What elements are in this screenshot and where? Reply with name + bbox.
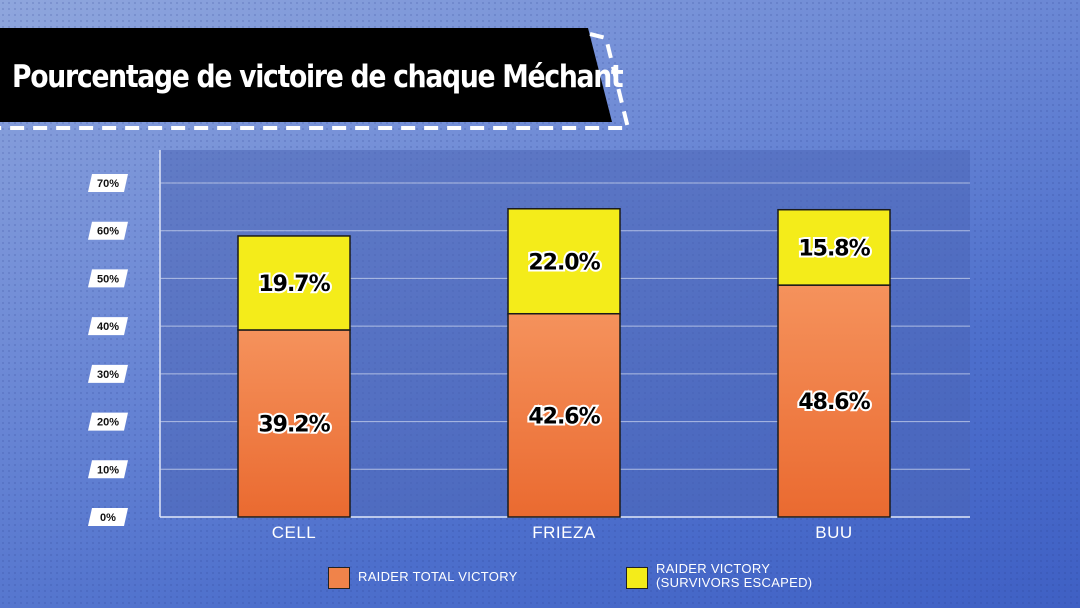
data-label: 15.8% xyxy=(798,236,870,261)
y-tick-badge xyxy=(88,174,128,192)
legend-swatch-total-victory xyxy=(328,567,350,589)
legend-item-survivors-escaped: RAIDER VICTORY (SURVIVORS ESCAPED) xyxy=(626,562,812,590)
y-tick-label: 60% xyxy=(97,226,119,238)
data-label: 39.2% xyxy=(258,412,330,437)
y-tick: 40% xyxy=(88,317,128,336)
y-tick-badge xyxy=(88,221,128,240)
y-tick-label: 50% xyxy=(97,273,119,285)
title-banner xyxy=(0,28,631,130)
legend-item-total-victory: RAIDER TOTAL VICTORY xyxy=(328,566,518,589)
legend-swatch-survivors-escaped xyxy=(626,567,648,589)
bar-segment-buu-survivors-escaped: 15.8% xyxy=(777,208,891,286)
y-tick: 50% xyxy=(88,269,128,288)
y-tick: 20% xyxy=(88,412,128,431)
bar-segment-cell-total-victory: 39.2% xyxy=(237,329,351,518)
x-tick-label: BUU xyxy=(815,523,852,542)
data-label: 42.6% xyxy=(528,404,600,429)
y-tick-badge xyxy=(88,269,128,288)
y-tick: 10% xyxy=(88,460,128,479)
y-tick: 70% xyxy=(88,174,128,192)
y-tick-label: 70% xyxy=(97,178,119,190)
y-tick-badge xyxy=(88,508,128,526)
bar xyxy=(237,235,351,331)
x-tick-label: FRIEZA xyxy=(532,523,596,542)
y-tick: 0% xyxy=(88,508,128,526)
data-label: 48.6% xyxy=(798,390,870,415)
y-tick-label: 40% xyxy=(97,321,119,333)
y-tick: 60% xyxy=(88,221,128,240)
bar xyxy=(507,208,621,315)
y-tick-label: 30% xyxy=(97,369,119,381)
bar xyxy=(777,208,891,286)
y-tick-badge xyxy=(88,317,128,336)
bar xyxy=(507,312,621,518)
x-tick-label: CELL xyxy=(272,523,317,542)
y-tick: 30% xyxy=(88,364,128,383)
y-tick-badge xyxy=(88,364,128,383)
bar-segment-cell-survivors-escaped: 19.7% xyxy=(237,235,351,331)
data-label: 22.0% xyxy=(528,250,600,275)
y-tick-badge xyxy=(88,412,128,431)
data-label: 19.7% xyxy=(258,272,330,297)
legend-label-total-victory: RAIDER TOTAL VICTORY xyxy=(358,569,518,584)
y-tick-label: 10% xyxy=(97,464,119,476)
y-tick-label: 20% xyxy=(97,417,119,429)
bar-segment-frieza-survivors-escaped: 22.0% xyxy=(507,208,621,315)
bar-segment-frieza-total-victory: 42.6% xyxy=(507,312,621,518)
page-title: Pourcentage de victoire de chaque Méchan… xyxy=(12,59,624,95)
y-tick-label: 0% xyxy=(100,512,116,524)
bar-segment-buu-total-victory: 48.6% xyxy=(777,284,891,518)
bar xyxy=(777,284,891,518)
bar xyxy=(237,329,351,518)
y-tick-badge xyxy=(88,460,128,479)
legend-label-survivors-escaped: RAIDER VICTORY (SURVIVORS ESCAPED) xyxy=(656,561,813,590)
